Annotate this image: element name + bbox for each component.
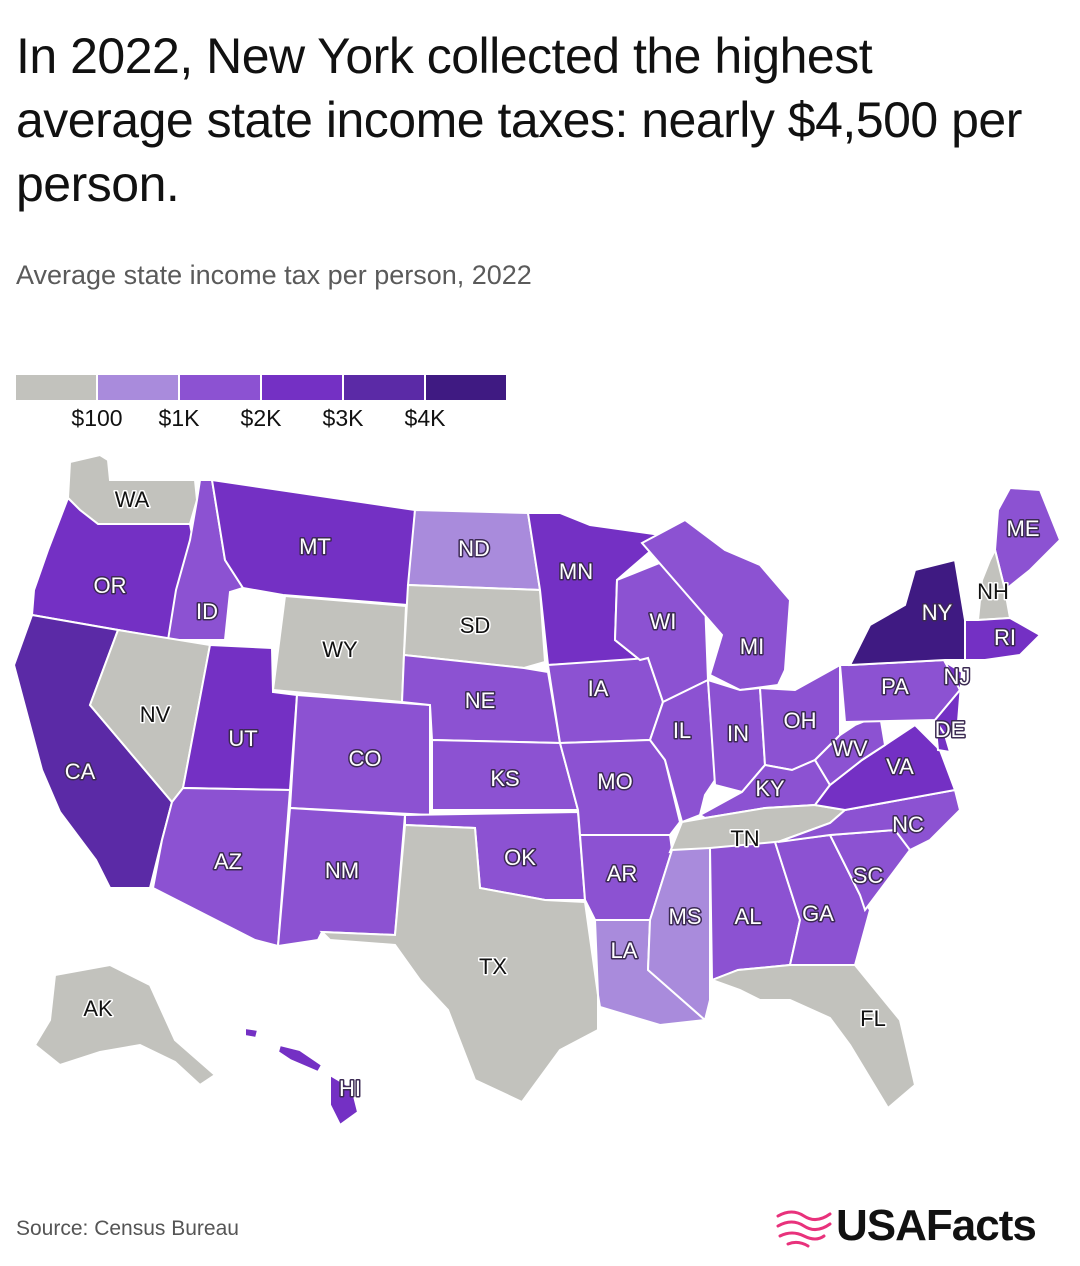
legend-swatch bbox=[344, 375, 424, 400]
legend-swatch bbox=[426, 375, 506, 400]
state-label-wi: WI bbox=[650, 609, 677, 634]
state-label-nd: ND bbox=[458, 536, 490, 561]
state-label-me: ME bbox=[1007, 516, 1040, 541]
state-label-wv: WV bbox=[832, 736, 868, 761]
source-note: Source: Census Bureau bbox=[16, 1217, 239, 1240]
state-label-va: VA bbox=[886, 754, 914, 779]
chart-title: In 2022, New York collected the highest … bbox=[16, 28, 1022, 212]
state-label-wy: WY bbox=[322, 637, 358, 662]
legend-tick-label: $2K bbox=[240, 405, 282, 431]
state-ms bbox=[646, 846, 711, 1022]
legend-swatch bbox=[16, 375, 96, 400]
state-fl bbox=[709, 964, 917, 1110]
state-label-il: IL bbox=[673, 718, 691, 743]
legend-swatch bbox=[98, 375, 178, 400]
state-label-de: DE bbox=[935, 717, 966, 742]
state-label-id: ID bbox=[196, 599, 218, 624]
state-label-hi: HI bbox=[339, 1076, 361, 1101]
state-label-al: AL bbox=[735, 904, 762, 929]
legend-tick-label: $1K bbox=[158, 405, 200, 431]
state-label-ca: CA bbox=[65, 759, 96, 784]
state-wv bbox=[813, 713, 887, 787]
state-label-sd: SD bbox=[460, 613, 491, 638]
state-ri bbox=[964, 616, 1042, 661]
state-label-wa: WA bbox=[115, 487, 150, 512]
state-label-nh: NH bbox=[977, 579, 1009, 604]
state-label-nm: NM bbox=[325, 858, 359, 883]
state-label-az: AZ bbox=[214, 849, 242, 874]
state-de bbox=[934, 719, 952, 754]
state-label-in: IN bbox=[727, 721, 749, 746]
state-label-ks: KS bbox=[490, 766, 519, 791]
state-label-nj: NJ bbox=[944, 664, 971, 689]
state-mi bbox=[640, 518, 792, 692]
legend-tick-label: $100 bbox=[71, 405, 123, 431]
state-label-ok: OK bbox=[504, 845, 536, 870]
state-label-ms: MS bbox=[669, 904, 702, 929]
state-label-ny: NY bbox=[922, 600, 953, 625]
usafacts-logo: USAFacts bbox=[774, 1200, 1066, 1252]
state-label-nv: NV bbox=[140, 702, 171, 727]
state-ny bbox=[848, 558, 966, 667]
state-ak bbox=[33, 963, 217, 1087]
state-label-ky: KY bbox=[755, 776, 785, 801]
state-label-pa: PA bbox=[881, 674, 909, 699]
chart-subtitle: Average state income tax per person, 202… bbox=[16, 260, 532, 290]
state-label-sc: SC bbox=[853, 863, 884, 888]
state-label-co: CO bbox=[349, 746, 382, 771]
us-choropleth-map: WA OR CA ID NV MT WY UT AZ CO NM ND SD NE KS OK TX MN IA MO… bbox=[12, 453, 1062, 1127]
legend-tick-label: $4K bbox=[404, 405, 446, 431]
state-label-mt: MT bbox=[299, 534, 331, 559]
state-label-fl: FL bbox=[860, 1006, 886, 1031]
state-label-ar: AR bbox=[607, 861, 638, 886]
state-label-ut: UT bbox=[228, 726, 257, 751]
legend-swatch bbox=[262, 375, 342, 400]
state-label-mn: MN bbox=[559, 559, 593, 584]
state-label-la: LA bbox=[611, 938, 638, 963]
state-label-ia: IA bbox=[588, 676, 609, 701]
state-label-tx: TX bbox=[479, 954, 507, 979]
state-label-nc: NC bbox=[892, 812, 924, 837]
state-shapes bbox=[12, 453, 1062, 1127]
state-label-ak: AK bbox=[83, 996, 113, 1021]
state-nc bbox=[777, 788, 962, 852]
usafacts-flag-icon bbox=[776, 1210, 832, 1248]
state-label-oh: OH bbox=[784, 708, 817, 733]
legend-tick-label: $3K bbox=[322, 405, 364, 431]
state-label-or: OR bbox=[94, 573, 127, 598]
state-label-tn: TN bbox=[730, 826, 759, 851]
state-az bbox=[151, 786, 292, 948]
state-label-mi: MI bbox=[740, 634, 764, 659]
state-label-mo: MO bbox=[597, 769, 632, 794]
state-label-ri: RI bbox=[994, 625, 1016, 650]
state-label-ga: GA bbox=[802, 901, 834, 926]
state-hi bbox=[244, 1026, 360, 1127]
state-labels: WA OR CA ID NV MT WY UT AZ CO NM ND SD NE KS OK TX MN IA MO… bbox=[63, 485, 1041, 1102]
state-label-ne: NE bbox=[465, 688, 496, 713]
brand-name: USAFacts bbox=[836, 1201, 1037, 1250]
legend-swatch bbox=[180, 375, 260, 400]
state-sd bbox=[402, 583, 547, 670]
state-tx bbox=[319, 823, 599, 1104]
